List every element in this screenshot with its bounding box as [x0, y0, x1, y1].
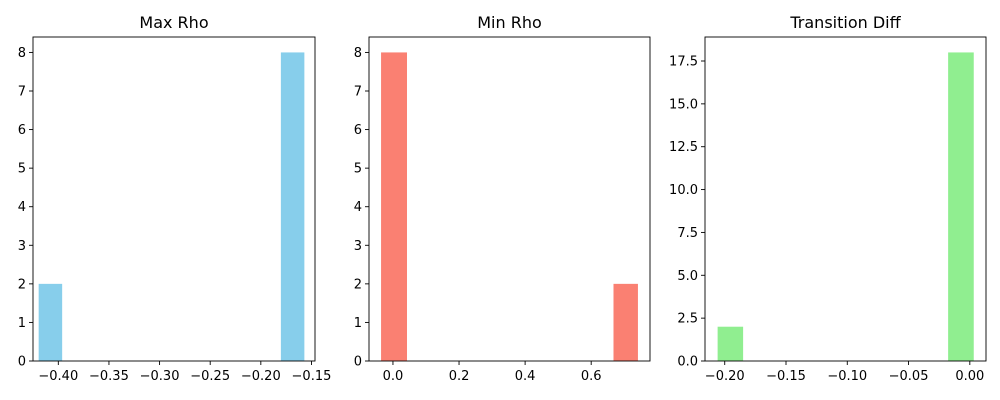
- y-tick-label: 2: [354, 277, 362, 292]
- histogram-bar: [280, 52, 305, 362]
- histogram-bar: [948, 52, 974, 362]
- y-tick-label: 7: [18, 85, 26, 100]
- y-tick-label: 15.0: [669, 97, 698, 112]
- y-tick-label: 12.5: [669, 140, 698, 155]
- x-tick-label: −0.15: [766, 369, 806, 384]
- x-tick-label: −0.15: [292, 369, 332, 384]
- y-tick-label: 1: [354, 316, 362, 331]
- subplot-2: 0.0 0.2 0.4 0.6 0 1 2 3 4 5 6 7 8 Min Rho: [354, 13, 651, 384]
- histogram-bar: [613, 283, 638, 361]
- y-tick-label: 0.0: [677, 355, 698, 370]
- y-tick-label: 7: [354, 85, 362, 100]
- subplot-title: Transition Diff: [789, 13, 901, 32]
- y-tick-label: 3: [354, 239, 362, 254]
- axes-frame: [368, 36, 651, 362]
- y-tick-label: 3: [18, 239, 26, 254]
- x-tick-label: 0.6: [581, 369, 602, 384]
- y-tick-label: 5: [18, 162, 26, 177]
- x-tick-label: −0.35: [89, 369, 129, 384]
- x-tick-label: 0.0: [383, 369, 404, 384]
- subplot-title: Max Rho: [139, 13, 208, 32]
- x-tick-label: 0.2: [449, 369, 470, 384]
- y-tick-label: 5.0: [677, 269, 698, 284]
- x-tick-label: −0.25: [190, 369, 230, 384]
- x-tick-label: −0.10: [827, 369, 867, 384]
- x-tick-label: −0.30: [140, 369, 180, 384]
- subplot-title: Min Rho: [477, 13, 542, 32]
- y-tick-label: 0: [354, 355, 362, 370]
- y-tick-label: 4: [354, 200, 362, 215]
- histogram-bar: [381, 52, 407, 362]
- y-tick-label: 4: [18, 200, 26, 215]
- y-tick-label: 1: [18, 316, 26, 331]
- y-tick-label: 5: [354, 162, 362, 177]
- histogram-bar: [38, 283, 63, 361]
- y-tick-label: 6: [18, 123, 26, 138]
- y-tick-label: 2.5: [677, 312, 698, 327]
- y-tick-label: 10.0: [669, 183, 698, 198]
- y-tick-label: 17.5: [669, 55, 698, 70]
- y-tick-label: 8: [18, 46, 26, 61]
- y-tick-label: 7.5: [677, 226, 698, 241]
- x-tick-label: −0.20: [241, 369, 281, 384]
- x-tick-label: 0.00: [955, 369, 984, 384]
- subplot-1: −0.40 −0.35 −0.30 −0.25 −0.20 −0.15 0 1 2 3 4 5 6 7 8 M…: [18, 13, 332, 384]
- y-tick-label: 8: [354, 46, 362, 61]
- y-tick-label: 2: [18, 277, 26, 292]
- y-tick-label: 0: [18, 355, 26, 370]
- x-tick-label: −0.40: [38, 369, 78, 384]
- x-tick-label: 0.4: [515, 369, 536, 384]
- subplot-3: −0.20 −0.15 −0.10 −0.05 0.00 0.0 2.5 5.0 7.5 10.0…: [669, 13, 987, 384]
- axes-frame: [704, 36, 987, 362]
- axes-frame: [32, 36, 316, 362]
- histogram-bar: [717, 326, 744, 361]
- x-tick-label: −0.20: [705, 369, 745, 384]
- y-tick-label: 6: [354, 123, 362, 138]
- x-tick-label: −0.05: [889, 369, 929, 384]
